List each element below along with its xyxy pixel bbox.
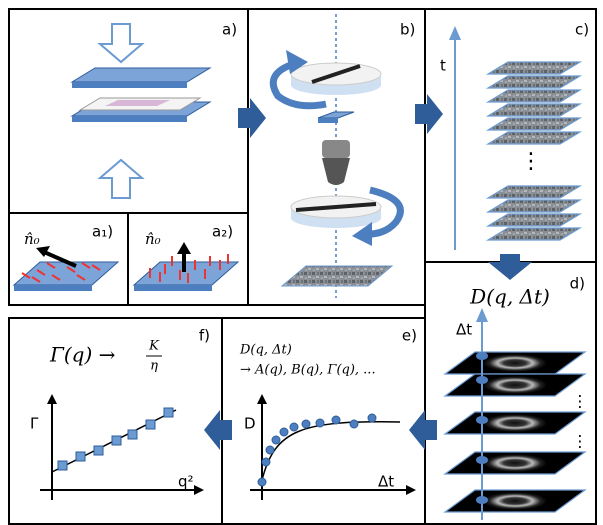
frame xyxy=(488,186,580,198)
frame xyxy=(488,132,580,144)
panel-label: c) xyxy=(575,21,589,39)
axis-label: Δt xyxy=(456,321,472,339)
structure-function-slice xyxy=(445,352,585,374)
director-label: n̂₀ xyxy=(24,230,40,248)
panel-c-art xyxy=(449,26,580,250)
panel-a1-art xyxy=(14,246,118,291)
ellipsis: ⋮ xyxy=(572,392,588,411)
formula-numerator: K xyxy=(148,339,160,354)
panel-label: d) xyxy=(570,275,585,293)
ellipsis: ⋮ xyxy=(520,149,542,174)
formula: → A(q), B(q), Γ(q), ... xyxy=(240,363,376,378)
frame xyxy=(488,200,580,212)
panel-d-art xyxy=(445,308,585,520)
frame xyxy=(488,118,580,130)
frame xyxy=(488,104,580,116)
panel-label: a₂) xyxy=(212,223,233,241)
axis-label: Δt xyxy=(378,473,394,491)
structure-function-slice xyxy=(445,412,585,434)
panel-a2-art xyxy=(134,242,238,291)
formula-denominator: η xyxy=(150,359,158,374)
structure-function-slice xyxy=(445,490,585,512)
panel-b-art xyxy=(273,14,400,298)
panel-label: b) xyxy=(400,21,415,39)
frame xyxy=(488,228,580,240)
frame xyxy=(488,90,580,102)
panel-label: a) xyxy=(222,21,237,39)
formula: Γ(q) → xyxy=(49,343,116,367)
frame xyxy=(488,214,580,226)
axis-label: q² xyxy=(178,473,194,491)
figure: a) a₁) n̂₀ a₂) n̂₀ xyxy=(0,0,603,525)
panel-label: e) xyxy=(402,327,417,345)
frame xyxy=(488,62,580,74)
panel-label: a₁) xyxy=(92,223,113,241)
panel-a-art xyxy=(72,24,210,198)
axis-label: Γ xyxy=(30,415,39,433)
ellipsis: ⋮ xyxy=(572,432,588,451)
axis-label: t xyxy=(440,57,446,75)
panel-title: D(q, Δt) xyxy=(469,285,550,309)
director-label: n̂₀ xyxy=(145,230,161,248)
frame xyxy=(488,76,580,88)
axis-label: D xyxy=(244,415,256,433)
structure-function-slice xyxy=(445,374,585,396)
panel-label: f) xyxy=(199,327,210,345)
structure-function-slice xyxy=(445,452,585,474)
formula: D(q, Δt) xyxy=(239,343,292,358)
